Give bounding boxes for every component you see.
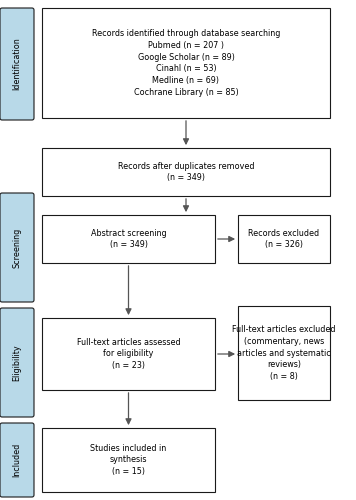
Text: Records after duplicates removed
(n = 349): Records after duplicates removed (n = 34…: [118, 162, 254, 182]
FancyBboxPatch shape: [42, 8, 330, 118]
Text: Full-text articles excluded
(commentary, news
articles and systematic
reviews)
(: Full-text articles excluded (commentary,…: [232, 325, 336, 381]
Text: Full-text articles assessed
for eligibility
(n = 23): Full-text articles assessed for eligibil…: [77, 338, 180, 370]
Text: Included: Included: [12, 443, 21, 477]
Text: Eligibility: Eligibility: [12, 344, 21, 381]
FancyBboxPatch shape: [42, 318, 215, 390]
Text: Records excluded
(n = 326): Records excluded (n = 326): [248, 228, 320, 250]
FancyBboxPatch shape: [0, 308, 34, 417]
FancyBboxPatch shape: [42, 148, 330, 196]
FancyBboxPatch shape: [42, 215, 215, 263]
Text: Studies included in
synthesis
(n = 15): Studies included in synthesis (n = 15): [90, 444, 167, 476]
Text: Records identified through database searching
Pubmed (n = 207 )
Google Scholar (: Records identified through database sear…: [92, 29, 280, 97]
FancyBboxPatch shape: [42, 428, 215, 492]
Text: Screening: Screening: [12, 228, 21, 268]
FancyBboxPatch shape: [238, 215, 330, 263]
Text: Abstract screening
(n = 349): Abstract screening (n = 349): [91, 228, 166, 250]
FancyBboxPatch shape: [0, 193, 34, 302]
FancyBboxPatch shape: [0, 423, 34, 497]
FancyBboxPatch shape: [0, 8, 34, 120]
Text: Identification: Identification: [12, 38, 21, 90]
FancyBboxPatch shape: [238, 306, 330, 400]
